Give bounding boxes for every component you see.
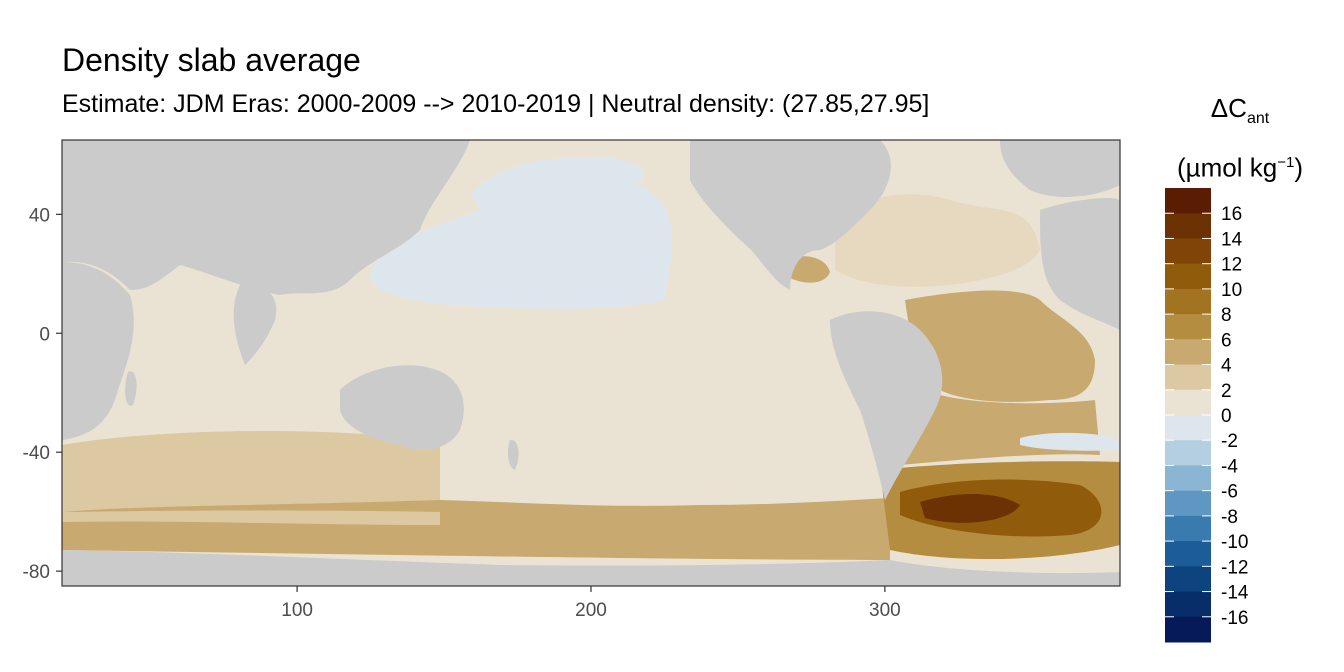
legend-swatch <box>1165 263 1211 290</box>
region-atlantic-blue-patch <box>1020 432 1120 451</box>
land-greenland <box>1000 140 1120 197</box>
legend-label: 2 <box>1221 381 1232 402</box>
legend-unit-sup: −1 <box>1277 154 1295 172</box>
legend-swatch <box>1165 566 1211 593</box>
plot-panel <box>61 139 1121 587</box>
region-north-pacific <box>370 169 672 309</box>
land-antarctica <box>62 550 1120 586</box>
land-africa <box>62 262 134 440</box>
legend-title: ΔCant (µmol kg−1) <box>1160 86 1320 190</box>
legend-swatch <box>1165 490 1211 517</box>
legend-label: 16 <box>1221 204 1242 225</box>
region-southern-indian <box>62 430 440 512</box>
legend-label: 6 <box>1221 330 1232 351</box>
legend-unit-open: (µmol kg <box>1177 152 1278 183</box>
legend-label: -16 <box>1221 608 1248 629</box>
land <box>62 140 1120 586</box>
legend-swatch <box>1165 616 1211 643</box>
legend-swatch <box>1165 288 1211 315</box>
legend-swatch <box>1165 364 1211 391</box>
legend-label: -2 <box>1221 431 1238 452</box>
y-tick-label: -80 <box>23 562 50 583</box>
legend-label: 0 <box>1221 406 1232 427</box>
legend-label: -6 <box>1221 482 1238 503</box>
region-southern-ocean-mid <box>62 510 440 525</box>
legend-swatch <box>1165 213 1211 239</box>
legend-title-main: ΔC <box>1210 93 1247 123</box>
y-tick-label: -40 <box>23 443 50 464</box>
x-tick-label: 200 <box>575 600 607 621</box>
x-tick-label: 300 <box>869 600 901 621</box>
legend-swatch <box>1165 238 1211 265</box>
legend-label: -10 <box>1221 532 1248 553</box>
legend-swatch <box>1165 591 1211 618</box>
region-north-pacific-top <box>470 157 644 205</box>
legend-label: 10 <box>1221 280 1242 301</box>
y-tick-label: 40 <box>29 205 50 226</box>
legend-swatch <box>1165 515 1211 542</box>
legend-swatch <box>1165 339 1211 366</box>
land-india <box>233 280 277 365</box>
region-southern-ocean <box>62 498 890 560</box>
legend-swatch <box>1165 440 1211 466</box>
region-weddell-core <box>920 494 1020 523</box>
region-north-atlantic <box>835 194 1040 287</box>
chart-title: Density slab average <box>62 42 361 78</box>
land-south-america <box>830 311 943 500</box>
legend-title-line1: ΔCant <box>1160 86 1320 141</box>
land-australia <box>340 365 464 450</box>
legend-title-line2: (µmol kg−1) <box>1160 141 1320 190</box>
land-north-america <box>690 140 891 290</box>
legend-label: -8 <box>1221 507 1238 528</box>
legend-swatch <box>1165 314 1211 340</box>
legend-swatch <box>1165 389 1211 416</box>
legend-swatch <box>1165 188 1211 214</box>
land-madagascar <box>125 371 137 406</box>
legend-label: 12 <box>1221 255 1242 276</box>
legend-label: -4 <box>1221 456 1238 477</box>
legend-swatch <box>1165 465 1211 492</box>
legend-label: 8 <box>1221 305 1232 326</box>
legend-swatch <box>1165 541 1211 567</box>
y-tick-label: 0 <box>39 324 50 345</box>
legend-label: 4 <box>1221 356 1232 377</box>
chart-subtitle: Estimate: JDM Eras: 2000-2009 --> 2010-2… <box>62 90 930 118</box>
legend: 16 14 12 10 8 6 4 2 0 -2 -4 -6 -8 -10 -12 -14 -16 <box>1165 188 1249 643</box>
legend-swatch <box>1165 415 1211 441</box>
legend-label: 14 <box>1221 229 1243 250</box>
legend-label: -14 <box>1221 583 1249 604</box>
land-new-zealand <box>507 439 519 470</box>
region-tropical-atlantic <box>905 290 1095 402</box>
legend-unit-close: ) <box>1294 152 1303 183</box>
legend-label: -12 <box>1221 557 1248 578</box>
land-asia <box>62 140 470 295</box>
ocean-map <box>62 140 1120 586</box>
x-tick-label: 100 <box>281 600 313 621</box>
legend-title-sub: ant <box>1246 110 1270 128</box>
land-europe <box>1040 198 1120 330</box>
